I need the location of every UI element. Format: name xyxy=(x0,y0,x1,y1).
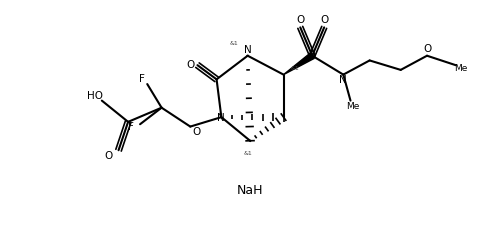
Text: N: N xyxy=(216,113,224,123)
Text: Me: Me xyxy=(453,65,466,73)
Text: Me: Me xyxy=(346,102,359,111)
Text: &1: &1 xyxy=(243,152,252,157)
Text: F: F xyxy=(127,122,133,132)
Text: N: N xyxy=(339,75,347,85)
Text: O: O xyxy=(319,15,328,25)
Text: O: O xyxy=(296,15,304,25)
Text: &1: &1 xyxy=(290,66,299,71)
Text: NaH: NaH xyxy=(236,184,263,197)
Text: O: O xyxy=(186,60,194,70)
Text: HO: HO xyxy=(86,91,102,101)
Polygon shape xyxy=(283,53,313,75)
Text: &1: &1 xyxy=(229,41,238,46)
Text: O: O xyxy=(105,151,113,161)
Text: O: O xyxy=(192,127,200,137)
Text: S: S xyxy=(308,51,315,61)
Text: O: O xyxy=(422,44,430,54)
Text: F: F xyxy=(138,74,144,84)
Text: N: N xyxy=(243,45,251,55)
